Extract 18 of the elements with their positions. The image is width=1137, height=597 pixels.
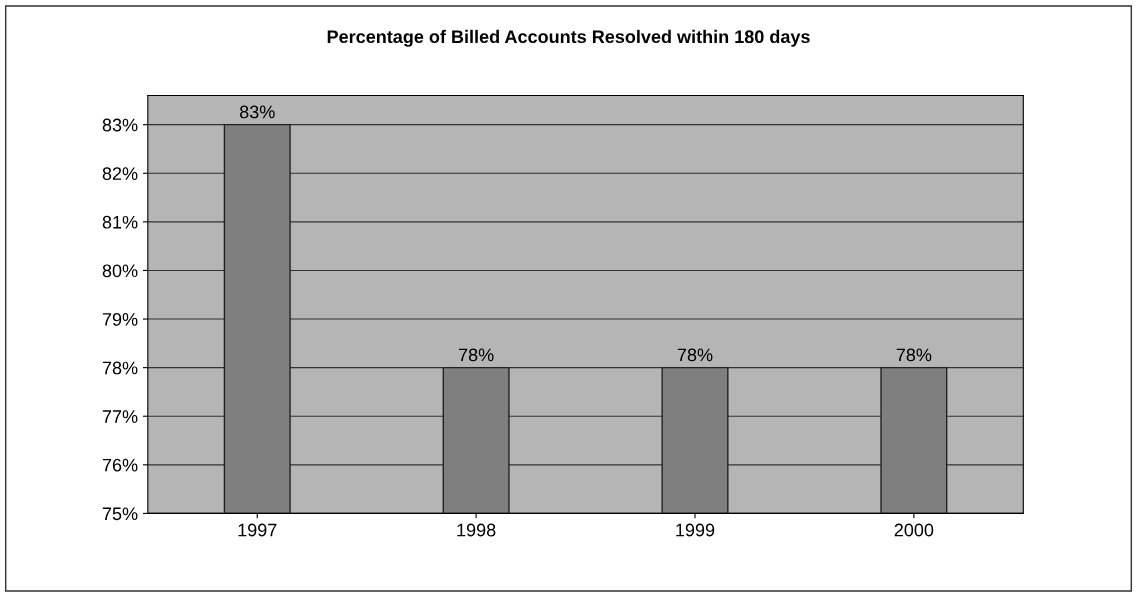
y-tick-label: 77% [102, 410, 138, 423]
y-tick-label: 81% [102, 215, 138, 229]
chart-title: Percentage of Billed Accounts Resolved within 180 days [327, 29, 810, 47]
y-tick-label: 82% [102, 167, 138, 180]
y-tick-label: 79% [102, 312, 138, 326]
data-label: 78% [677, 348, 713, 362]
y-tick-label: 78% [102, 361, 138, 375]
y-tick-label: 83% [102, 118, 138, 132]
data-label: 78% [896, 348, 932, 362]
x-tick-label: 1998 [457, 523, 496, 537]
y-tick-label: 76% [102, 458, 138, 472]
y-tick-label: 75% [102, 507, 138, 521]
data-label: 83% [239, 105, 275, 119]
data-label: 78% [458, 348, 494, 362]
x-tick-label: 1999 [676, 523, 715, 537]
y-tick-label: 80% [102, 264, 138, 278]
x-tick-label: 1997 [238, 523, 277, 537]
x-tick-label: 2000 [894, 523, 934, 537]
